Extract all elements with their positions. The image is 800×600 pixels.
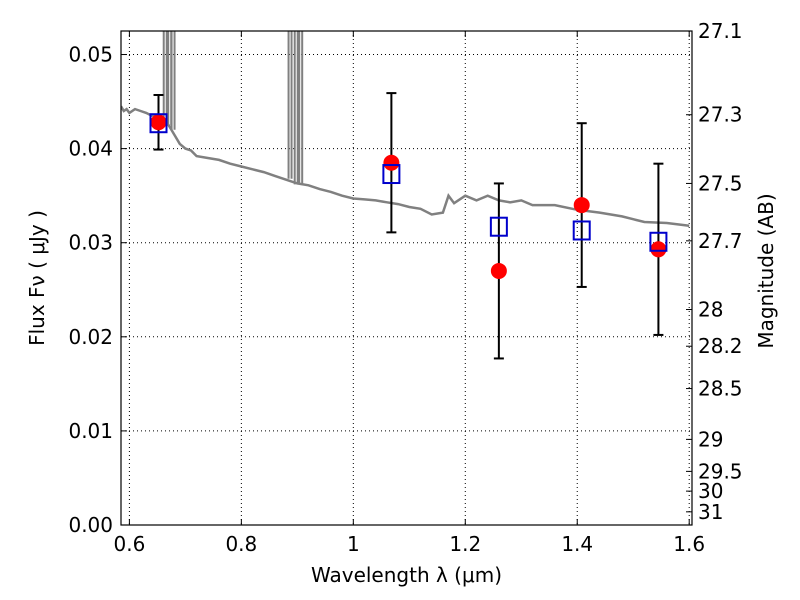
y2-tick-label: 31: [698, 500, 723, 524]
y-tick-label: 0.00: [68, 513, 113, 537]
y-axis: 0.00 0.01 0.02 0.03 0.04 0.05: [68, 43, 127, 537]
x-tick-label: 1.4: [561, 532, 593, 556]
model-flux-square: [649, 231, 668, 252]
x-tick-label: 0.6: [113, 532, 145, 556]
points-layer: [149, 92, 668, 360]
y2-tick-label: 28.5: [698, 377, 743, 401]
y2-tick-label: 29: [698, 427, 723, 451]
y2-tick-label: 28.2: [698, 334, 743, 358]
spectrum-layer: [121, 31, 690, 228]
y2-tick-label: 27.7: [698, 229, 743, 253]
grid: [121, 31, 692, 525]
x-axis-label: Wavelength λ (μm): [311, 563, 502, 587]
y2-tick-label: 29.5: [698, 459, 743, 483]
y-tick-label: 0.02: [68, 325, 113, 349]
x-tick-label: 0.8: [225, 532, 257, 556]
y2-tick-label: 27.5: [698, 171, 743, 195]
secondary-y-axis-label: Magnitude (AB): [754, 193, 778, 348]
observed-flux-point: [383, 154, 400, 171]
model-flux-square: [572, 220, 591, 241]
y2-tick-label: 28: [698, 298, 723, 322]
spectrum-emission-line: [287, 31, 293, 179]
y2-tick-label: 30: [698, 479, 723, 503]
spectrum-emission-line: [298, 31, 304, 185]
model-spectrum-line: [121, 105, 690, 228]
observed-flux-point: [573, 197, 590, 214]
spectrum-emission-line: [293, 31, 299, 185]
x-tick-label: 1.6: [673, 532, 705, 556]
observed-flux-point: [650, 241, 667, 258]
observed-flux-point: [490, 262, 507, 279]
spectrum-emission-line: [162, 31, 168, 123]
y2-tick-label: 27.1: [698, 19, 743, 43]
plot-frame: [120, 30, 693, 526]
spectrum-emission-line: [170, 31, 176, 130]
y-tick-label: 0.04: [68, 137, 113, 161]
y2-tick-label: 27.3: [698, 103, 743, 127]
model-flux-square: [489, 216, 508, 237]
observed-flux-point: [150, 114, 167, 131]
y-tick-label: 0.03: [68, 231, 113, 255]
y-axis-label: Flux Fν ( μJy ): [25, 210, 49, 346]
y-tick-label: 0.05: [68, 43, 113, 67]
x-axis: 0.6 0.8 1 1.2 1.4 1.6: [113, 31, 705, 556]
x-tick-label: 1.2: [449, 532, 481, 556]
model-flux-square: [149, 113, 168, 134]
model-flux-square: [382, 164, 401, 185]
x-tick-label: 1: [347, 532, 360, 556]
y-tick-label: 0.01: [68, 419, 113, 443]
